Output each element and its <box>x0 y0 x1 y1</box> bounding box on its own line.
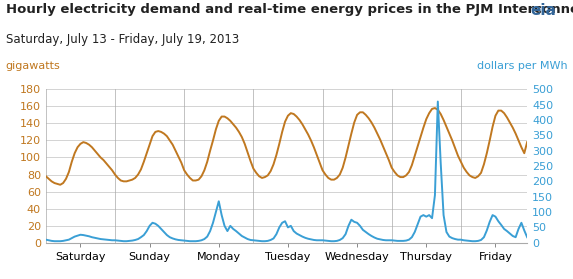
Text: eia: eia <box>530 3 556 18</box>
Text: Saturday, July 13 - Friday, July 19, 2013: Saturday, July 13 - Friday, July 19, 201… <box>6 33 239 47</box>
Text: gigawatts: gigawatts <box>6 61 61 71</box>
Text: Hourly electricity demand and real-time energy prices in the PJM Interconnection: Hourly electricity demand and real-time … <box>6 3 573 16</box>
Text: dollars per MWh: dollars per MWh <box>477 61 567 71</box>
